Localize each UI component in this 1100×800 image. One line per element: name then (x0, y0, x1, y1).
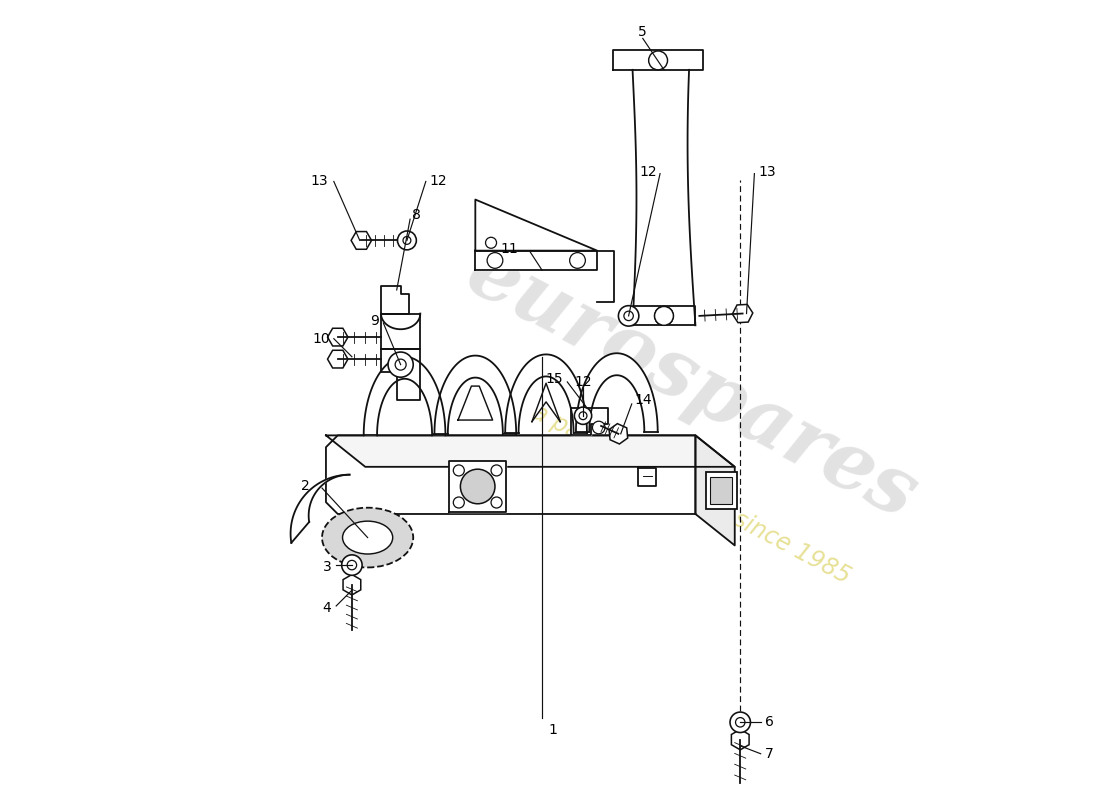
Polygon shape (450, 461, 506, 512)
Circle shape (736, 718, 745, 727)
FancyBboxPatch shape (706, 471, 737, 510)
Text: 14: 14 (634, 393, 651, 407)
Text: 2: 2 (301, 479, 310, 494)
Text: 12: 12 (639, 165, 657, 179)
Circle shape (491, 497, 502, 508)
Text: 10: 10 (312, 332, 330, 346)
Polygon shape (458, 386, 493, 420)
Polygon shape (632, 70, 695, 326)
Polygon shape (434, 356, 516, 434)
Polygon shape (381, 286, 408, 314)
Circle shape (453, 497, 464, 508)
Polygon shape (571, 408, 608, 435)
Text: 15: 15 (546, 372, 563, 386)
Text: 6: 6 (764, 715, 773, 730)
Circle shape (388, 352, 414, 378)
Ellipse shape (342, 521, 393, 554)
Circle shape (579, 412, 587, 420)
Circle shape (624, 311, 634, 321)
Polygon shape (381, 314, 420, 349)
Circle shape (395, 359, 406, 370)
Polygon shape (576, 354, 658, 432)
Text: a passion for parts since 1985: a passion for parts since 1985 (528, 400, 855, 589)
Text: 1: 1 (549, 723, 558, 737)
Text: eurospares: eurospares (453, 233, 930, 535)
Polygon shape (638, 468, 656, 486)
Circle shape (348, 560, 356, 570)
Circle shape (403, 237, 411, 244)
Polygon shape (364, 357, 446, 435)
Circle shape (593, 422, 605, 434)
Circle shape (570, 253, 585, 268)
Polygon shape (475, 250, 597, 270)
Polygon shape (613, 50, 703, 70)
Circle shape (491, 465, 502, 476)
FancyBboxPatch shape (711, 477, 733, 504)
Polygon shape (505, 354, 587, 433)
Text: 12: 12 (574, 375, 592, 389)
Polygon shape (381, 349, 420, 400)
Circle shape (390, 354, 411, 375)
Text: 12: 12 (429, 174, 447, 189)
Polygon shape (597, 250, 615, 302)
Circle shape (730, 712, 750, 733)
Circle shape (574, 407, 592, 424)
Text: 7: 7 (764, 746, 773, 761)
Circle shape (342, 555, 362, 575)
Text: 13: 13 (310, 174, 328, 189)
Polygon shape (290, 474, 350, 543)
Polygon shape (326, 435, 695, 514)
Circle shape (576, 410, 590, 422)
Polygon shape (632, 306, 695, 326)
Text: 9: 9 (371, 314, 380, 328)
Circle shape (397, 231, 417, 250)
Circle shape (654, 306, 673, 326)
Polygon shape (695, 435, 735, 546)
Circle shape (461, 469, 495, 504)
Polygon shape (532, 383, 560, 422)
Text: 4: 4 (322, 602, 331, 615)
Circle shape (453, 465, 464, 476)
Ellipse shape (322, 508, 414, 567)
Text: 11: 11 (500, 242, 518, 256)
Text: 3: 3 (322, 561, 331, 574)
Circle shape (618, 306, 639, 326)
Polygon shape (326, 435, 735, 467)
Text: 8: 8 (412, 208, 421, 222)
Text: 5: 5 (638, 25, 647, 39)
Circle shape (654, 306, 673, 326)
Circle shape (649, 51, 668, 70)
Circle shape (487, 253, 503, 268)
Text: 13: 13 (758, 165, 776, 179)
Circle shape (485, 238, 496, 248)
Polygon shape (475, 199, 597, 250)
